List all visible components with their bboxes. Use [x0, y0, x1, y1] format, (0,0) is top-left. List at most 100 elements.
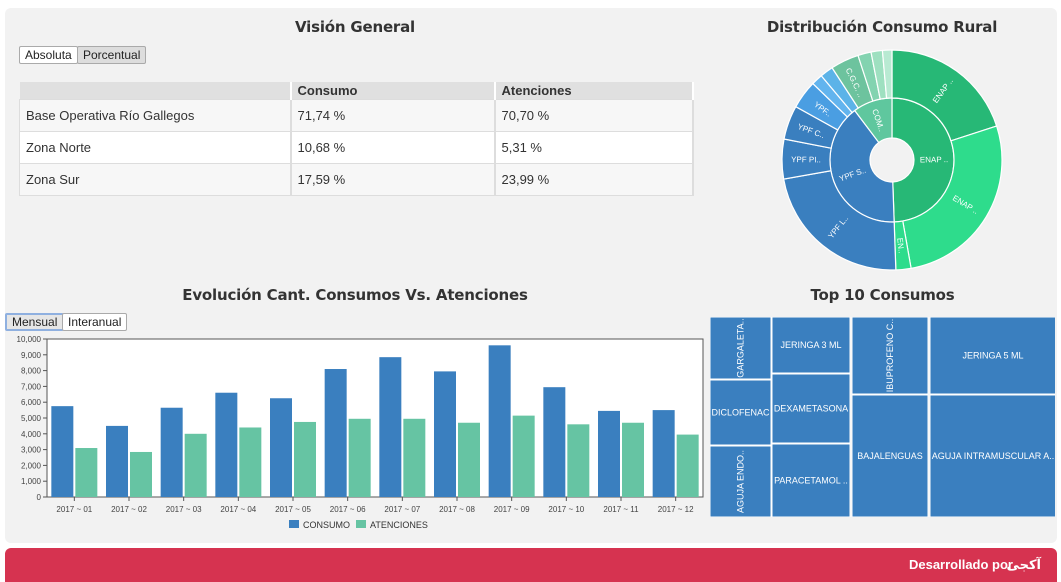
- y-tick-label: 4,000: [21, 430, 42, 439]
- treemap-cell[interactable]: [929, 317, 1055, 395]
- treemap-label: BAJALENGUAS: [857, 451, 923, 461]
- y-tick-label: 7,000: [21, 382, 42, 391]
- bar-atenciones[interactable]: [676, 434, 699, 497]
- treemap-label: GARGALETA..: [736, 318, 746, 377]
- cell-zone: Zona Norte: [19, 131, 292, 164]
- percent-button[interactable]: Porcentual: [77, 46, 147, 64]
- x-tick-label: 2017 ~ 08: [439, 505, 475, 514]
- treemap-cell[interactable]: [851, 317, 929, 395]
- bar-atenciones[interactable]: [403, 418, 426, 497]
- table-row: Base Operativa Río Gallegos 71,74 % 70,7…: [19, 99, 694, 132]
- header-atenciones[interactable]: Atenciones: [494, 82, 694, 100]
- bar-consumo[interactable]: [543, 387, 566, 497]
- bar-atenciones[interactable]: [622, 422, 644, 497]
- footer-logo[interactable]: آکجی: [1006, 557, 1041, 572]
- yearly-button[interactable]: Interanual: [62, 313, 128, 331]
- overview-table: Consumo Atenciones Base Operativa Río Ga…: [19, 82, 694, 196]
- evolution-bar-chart[interactable]: 0 1,000 2,000 3,000 4,000 5,000 6,000 7,000 8,00…: [0, 330, 710, 535]
- table-row: Zona Norte 10,68 % 5,31 %: [19, 131, 694, 164]
- bar-consumo[interactable]: [270, 398, 292, 497]
- plot-area: [46, 338, 704, 498]
- table-row: Zona Sur 17,59 % 23,99 %: [19, 163, 694, 196]
- sunburst-outer-ypf-pi-label: YPF PI..: [791, 155, 821, 164]
- bar-atenciones[interactable]: [567, 424, 590, 497]
- bar-consumo[interactable]: [106, 425, 128, 497]
- treemap-cell[interactable]: [771, 443, 851, 517]
- treemap-cell[interactable]: [771, 317, 851, 374]
- monthly-button[interactable]: Mensual: [5, 313, 65, 331]
- treemap-cell[interactable]: [771, 373, 851, 444]
- bar-consumo[interactable]: [652, 410, 675, 497]
- bar-atenciones[interactable]: [512, 415, 535, 497]
- footer-bar: Desarrollado por آکجی: [5, 548, 1057, 582]
- bar-atenciones[interactable]: [184, 433, 207, 497]
- cell-consumo: 71,74 %: [290, 99, 496, 132]
- absolute-button[interactable]: Absoluta: [19, 46, 78, 64]
- x-tick-label: 2017 ~ 09: [494, 505, 530, 514]
- sunburst-outer-enap-2[interactable]: [902, 125, 1003, 270]
- bar-consumo[interactable]: [598, 410, 620, 497]
- x-tick-label: 2017 ~ 07: [384, 505, 420, 514]
- treemap-cell[interactable]: [710, 379, 772, 446]
- x-tick-label: 2017 ~ 06: [330, 505, 366, 514]
- bar-consumo[interactable]: [488, 345, 511, 497]
- y-tick-label: 0: [37, 493, 42, 502]
- y-tick-label: 2,000: [21, 461, 42, 470]
- x-tick-label: 2017 ~ 01: [56, 505, 92, 514]
- legend-label[interactable]: ATENCIONES: [370, 520, 428, 530]
- bar-atenciones[interactable]: [458, 422, 480, 497]
- overview-title: Visión General: [295, 18, 415, 36]
- treemap-label: AGUJA ENDO..: [736, 450, 746, 513]
- bar-consumo[interactable]: [434, 371, 456, 497]
- cell-zone: Zona Sur: [19, 163, 292, 196]
- evolution-title: Evolución Cant. Consumos Vs. Atenciones: [182, 286, 528, 304]
- legend-label[interactable]: CONSUMO: [303, 520, 350, 530]
- treemap-label: DICLOFENAC: [711, 408, 770, 418]
- treemap-label: DEXAMETASONA: [774, 404, 848, 414]
- header-consumo[interactable]: Consumo: [290, 82, 496, 100]
- sunburst-inner-enap-label: ENAP ..: [920, 155, 948, 164]
- bar-atenciones[interactable]: [348, 418, 371, 497]
- treemap-chart[interactable]: GARGALETA.. JERINGA 3 ML IBUPROFENO C.. JER…: [710, 317, 1055, 517]
- bar-consumo[interactable]: [215, 392, 238, 497]
- x-tick-label: 2017 ~ 02: [111, 505, 147, 514]
- bar-atenciones[interactable]: [75, 448, 98, 497]
- bar-atenciones[interactable]: [130, 451, 152, 497]
- footer-text: Desarrollado por: [908, 557, 1013, 572]
- treemap-cell[interactable]: [851, 394, 929, 517]
- treemap-label: JERINGA 3 ML: [780, 340, 841, 350]
- y-tick-label: 8,000: [21, 367, 42, 376]
- legend-swatch: [356, 520, 366, 528]
- treemap-label: JERINGA 5 ML: [962, 351, 1023, 361]
- cell-atenciones: 70,70 %: [494, 99, 694, 132]
- treemap-cell[interactable]: [710, 317, 772, 380]
- treemap-label: PARACETAMOL ..: [774, 476, 848, 486]
- y-tick-label: 9,000: [21, 351, 42, 360]
- bar-atenciones[interactable]: [239, 427, 262, 497]
- x-tick-label: 2017 ~ 11: [603, 505, 639, 514]
- sunburst-outer-ypf-l[interactable]: [782, 170, 897, 271]
- treemap-cell[interactable]: [929, 394, 1055, 517]
- x-tick-label: 2017 ~ 05: [275, 505, 311, 514]
- treemap-label: AGUJA INTRAMUSCULAR A..: [932, 451, 1055, 461]
- bar-consumo[interactable]: [160, 407, 183, 497]
- x-tick-label: 2017 ~ 10: [548, 505, 584, 514]
- x-tick-label: 2017 ~ 03: [166, 505, 202, 514]
- treemap-title: Top 10 Consumos: [810, 286, 955, 304]
- bar-consumo[interactable]: [324, 369, 347, 497]
- treemap-cell[interactable]: [710, 445, 772, 517]
- y-tick-label: 5,000: [21, 414, 42, 423]
- sunburst-title: Distribución Consumo Rural: [766, 18, 998, 36]
- cell-consumo: 10,68 %: [290, 131, 496, 164]
- bar-consumo[interactable]: [51, 406, 74, 497]
- y-tick-label: 1,000: [21, 477, 42, 486]
- cell-atenciones: 5,31 %: [494, 131, 694, 164]
- y-tick-label: 6,000: [21, 398, 42, 407]
- sunburst-chart[interactable]: ENAP ..YPF S..COM..ENAP ..ENAP ..EN..YPF…: [776, 44, 1008, 276]
- cell-consumo: 17,59 %: [290, 163, 496, 196]
- cell-zone: Base Operativa Río Gallegos: [19, 99, 292, 132]
- sunburst-outer-small-5[interactable]: [881, 49, 893, 99]
- bar-consumo[interactable]: [379, 357, 402, 497]
- y-tick-label: 3,000: [21, 446, 42, 455]
- bar-atenciones[interactable]: [294, 421, 316, 497]
